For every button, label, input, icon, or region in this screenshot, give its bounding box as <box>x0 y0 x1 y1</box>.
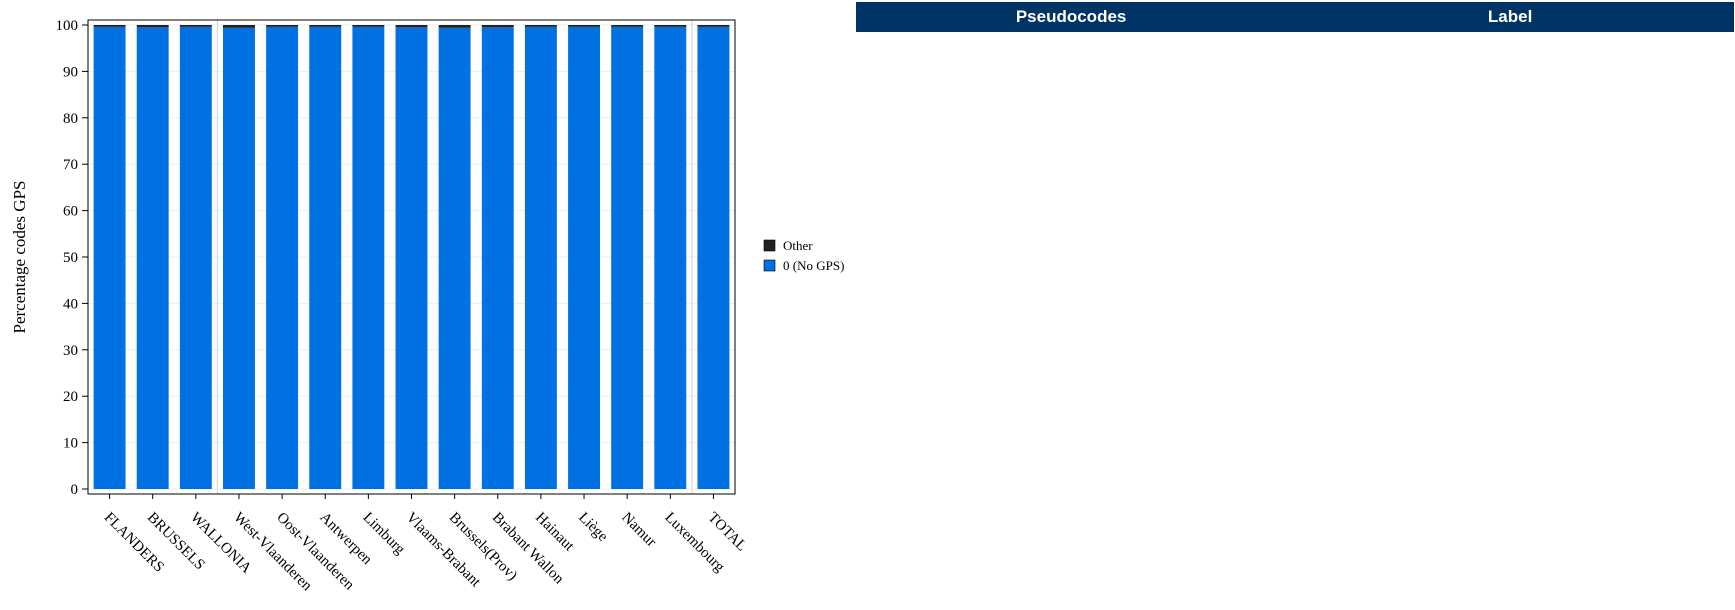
y-tick-label: 20 <box>63 389 78 405</box>
bar-other <box>438 25 471 28</box>
bar-0-no-gps- <box>395 27 428 489</box>
bar-other <box>524 25 557 27</box>
bar-other <box>136 25 169 28</box>
bar-other <box>697 25 730 27</box>
table-header-row: Pseudocodes Label <box>856 2 1734 32</box>
legend-label: Other <box>783 238 813 253</box>
bar-other <box>179 25 212 27</box>
pseudocodes-table: Pseudocodes Label <box>856 2 1734 32</box>
bar-0-no-gps- <box>136 27 169 489</box>
bar-0-no-gps- <box>697 26 730 490</box>
y-tick-label: 10 <box>63 436 78 452</box>
x-tick-label: Vlaams-Brabant <box>403 510 484 591</box>
chart-panel: FLANDERS BRUSSELS WALLONIA West-Vlaanderen O… <box>0 0 860 610</box>
y-tick-label: 90 <box>63 64 78 80</box>
bar-0-no-gps- <box>179 26 212 490</box>
y-axis-label: Percentage codes GPS <box>10 181 29 334</box>
y-tick-label: 60 <box>63 204 78 220</box>
bar-0-no-gps- <box>568 26 600 490</box>
x-tick-label: Liège <box>575 510 611 546</box>
y-tick-label: 30 <box>63 343 78 359</box>
bar-0-no-gps- <box>481 27 514 489</box>
stacked-bar-chart: FLANDERSBRUSSELSWALLONIAWest-VlaanderenO… <box>10 18 844 595</box>
bar-other <box>309 25 342 27</box>
y-tick-label: 70 <box>63 157 78 173</box>
y-tick-label: 50 <box>63 250 78 266</box>
y-tick-label: 40 <box>63 296 78 312</box>
bar-other <box>352 25 385 27</box>
bar-other <box>223 25 255 28</box>
bar-other <box>93 25 126 27</box>
bar-other <box>481 25 514 28</box>
bar-other <box>395 25 428 28</box>
x-tick-label: Oost-Vlaanderen <box>273 510 357 594</box>
y-tick-label: 0 <box>71 482 79 498</box>
bar-0-no-gps- <box>654 26 687 490</box>
x-tick-label: Namur <box>618 510 659 551</box>
x-tick-label: West-Vlaanderen <box>230 510 315 595</box>
bar-0-no-gps- <box>223 27 255 490</box>
legend-label: 0 (No GPS) <box>783 258 844 273</box>
legend-swatch <box>763 259 776 272</box>
y-tick-label: 100 <box>56 18 79 34</box>
bar-0-no-gps- <box>611 26 644 490</box>
bar-0-no-gps- <box>524 26 557 490</box>
pseudocodes-table-panel: Pseudocodes Label <box>856 2 1735 32</box>
bar-0-no-gps- <box>309 26 342 490</box>
bar-0-no-gps- <box>266 26 299 490</box>
header-pseudocodes: Pseudocodes <box>856 2 1287 32</box>
y-tick-label: 80 <box>63 111 78 127</box>
bar-0-no-gps- <box>93 26 126 490</box>
bar-other <box>568 25 600 27</box>
legend-swatch <box>763 239 776 252</box>
bar-other <box>611 25 644 27</box>
bar-other <box>654 25 687 27</box>
bar-0-no-gps- <box>438 27 471 490</box>
header-label: Label <box>1286 2 1734 32</box>
bar-other <box>266 25 299 27</box>
bar-0-no-gps- <box>352 26 385 490</box>
